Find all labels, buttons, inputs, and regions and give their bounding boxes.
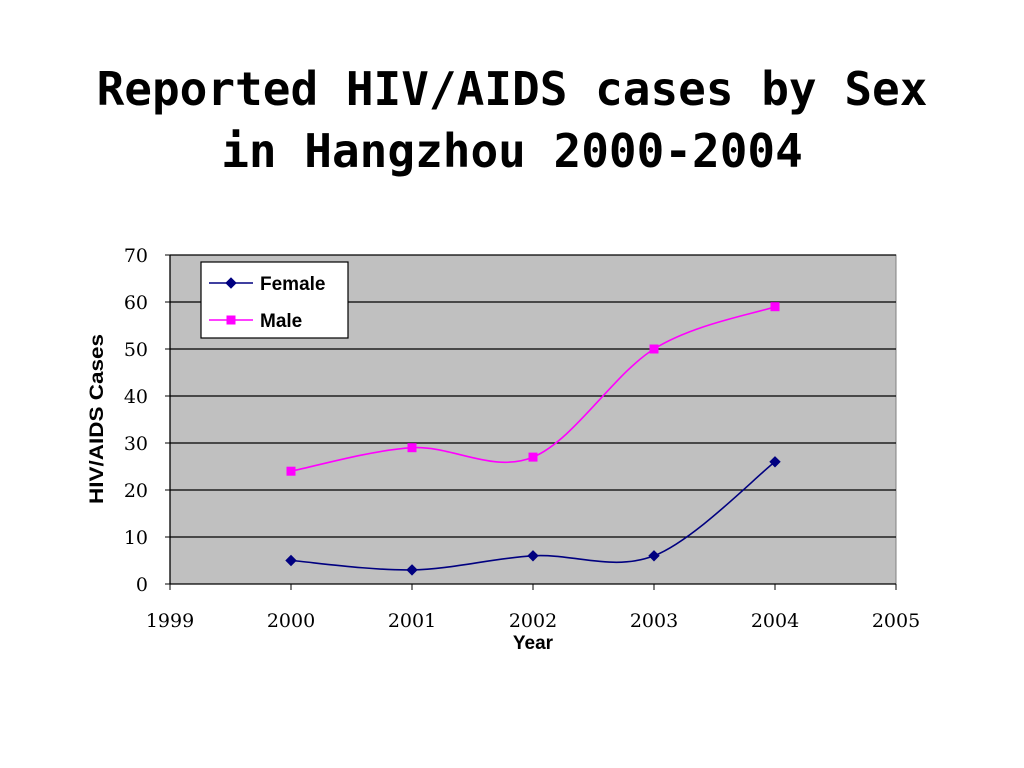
gridlines	[170, 254, 896, 538]
y-tick-label: 60	[124, 292, 148, 314]
female-data-point	[406, 564, 418, 576]
axes: 0 10 20 30 40 50 60 70 1999 2000 2001 2002 2003 2004 2…	[124, 245, 920, 632]
y-tick-label: 50	[124, 339, 148, 361]
female-data-point	[527, 550, 539, 562]
x-tick-label: 2005	[872, 610, 920, 632]
y-tick-label: 10	[124, 527, 148, 549]
x-tick-label: 2002	[509, 610, 557, 632]
x-tick-label: 1999	[146, 610, 194, 632]
x-tick-label: 2003	[630, 610, 678, 632]
slide-title-line-1: Reported HIV/AIDS cases by Sex	[96, 62, 928, 116]
legend-label-female: Female	[260, 274, 325, 295]
x-tick-label: 2004	[751, 610, 799, 632]
male-data-point	[286, 466, 296, 476]
slide-title: Reported HIV/AIDS cases by Sex in Hangzh…	[0, 58, 1024, 182]
female-data-point	[648, 550, 660, 562]
female-data-point	[285, 554, 297, 567]
male-data-point	[407, 443, 417, 453]
legend-label-male: Male	[260, 311, 302, 332]
legend: Female Male	[200, 261, 349, 339]
female-data-point	[769, 456, 781, 468]
male-data-point	[770, 302, 780, 312]
y-axis-title: HIV/AIDS Cases	[87, 334, 108, 504]
y-tick-label: 30	[124, 433, 148, 455]
male-data-point	[528, 452, 538, 462]
male-data-point	[649, 344, 659, 354]
y-tick-label: 70	[124, 245, 148, 267]
legend-marker-male	[226, 315, 236, 325]
x-axis-title: Year	[513, 633, 554, 654]
x-tick-label: 2001	[388, 610, 436, 632]
y-tick-label: 40	[124, 386, 148, 408]
y-tick-label: 0	[136, 574, 148, 596]
y-tick-label: 20	[124, 480, 148, 502]
legend-marker-female	[225, 277, 237, 289]
x-tick-label: 2000	[267, 610, 315, 632]
slide-title-line-2: in Hangzhou 2000-2004	[221, 124, 803, 178]
legend-box	[200, 261, 349, 339]
data-markers	[285, 302, 781, 576]
